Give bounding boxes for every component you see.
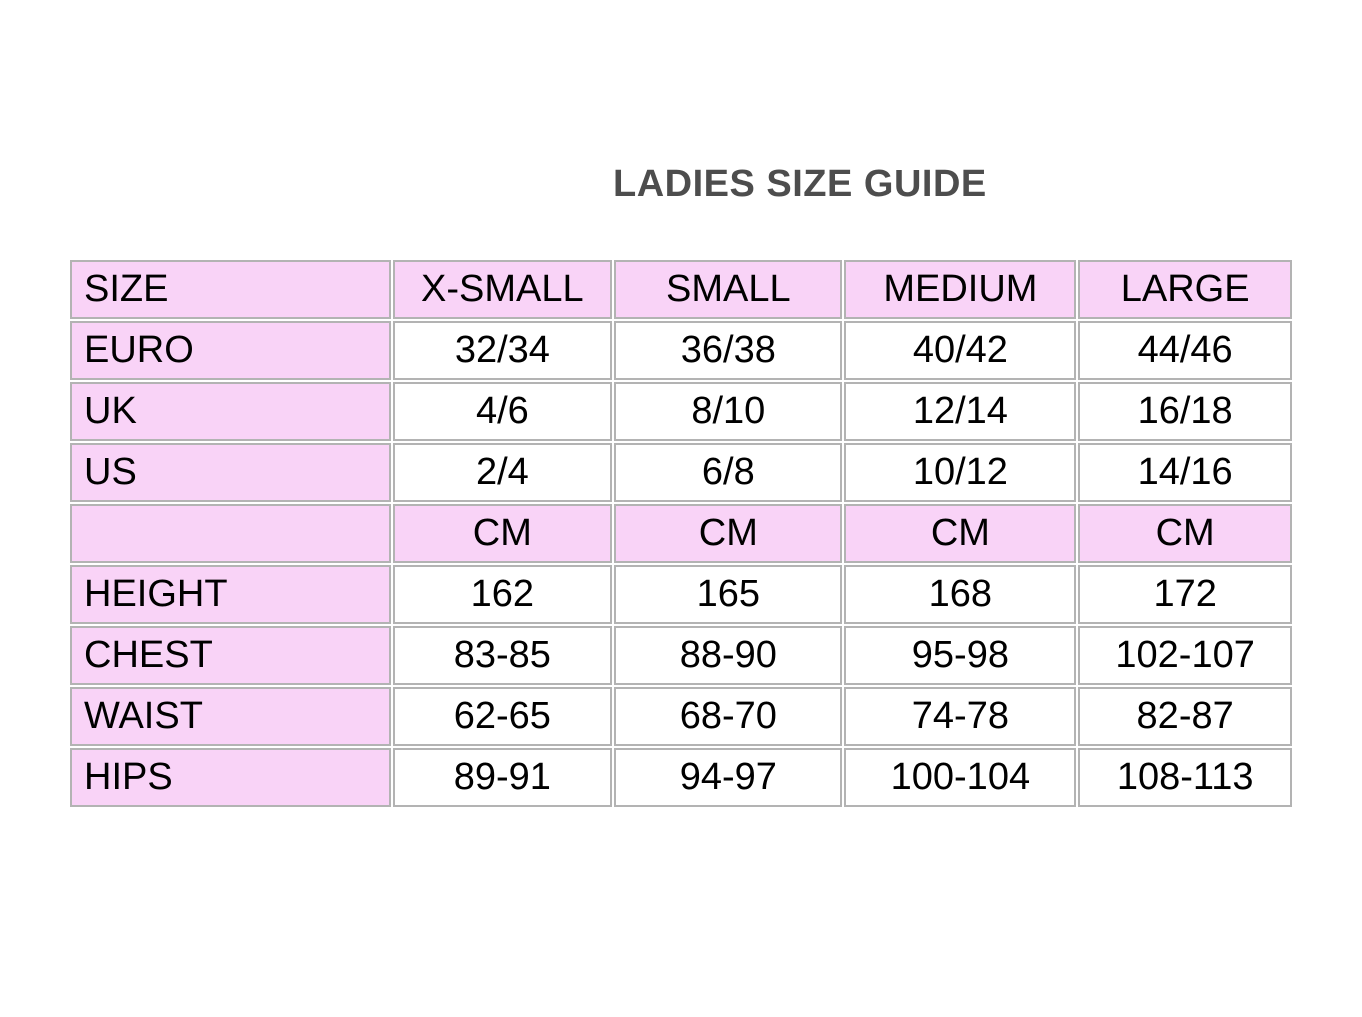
- value-cell: 165: [614, 565, 843, 624]
- table-row-hips: HIPS 89-91 94-97 100-104 108-113: [70, 748, 1292, 807]
- value-cell: 16/18: [1078, 382, 1292, 441]
- value-cell: 88-90: [614, 626, 843, 685]
- row-label-cell: US: [70, 443, 391, 502]
- value-cell: CM: [392, 504, 613, 563]
- value-cell: 89-91: [392, 748, 613, 807]
- value-cell: 14/16: [1078, 443, 1292, 502]
- table-row-uk: UK 4/6 8/10 12/14 16/18: [70, 382, 1292, 441]
- header-cell-xsmall: X-SMALL: [392, 260, 613, 319]
- table-row-height: HEIGHT 162 165 168 172: [70, 565, 1292, 624]
- value-cell: 102-107: [1078, 626, 1292, 685]
- value-cell: 68-70: [614, 687, 843, 746]
- table-row-us: US 2/4 6/8 10/12 14/16: [70, 443, 1292, 502]
- row-label-cell: HIPS: [70, 748, 391, 807]
- value-cell: 168: [844, 565, 1077, 624]
- value-cell: 8/10: [614, 382, 843, 441]
- value-cell: 95-98: [844, 626, 1077, 685]
- header-cell-size: SIZE: [70, 260, 391, 319]
- table-row-chest: CHEST 83-85 88-90 95-98 102-107: [70, 626, 1292, 685]
- value-cell: 40/42: [844, 321, 1077, 380]
- row-label-cell: WAIST: [70, 687, 391, 746]
- value-cell: 74-78: [844, 687, 1077, 746]
- value-cell: 83-85: [392, 626, 613, 685]
- row-label-cell: [70, 504, 391, 563]
- value-cell: 172: [1078, 565, 1292, 624]
- page-title: LADIES SIZE GUIDE: [613, 163, 987, 205]
- value-cell: 10/12: [844, 443, 1077, 502]
- value-cell: 100-104: [844, 748, 1077, 807]
- header-row: SIZE X-SMALL SMALL MEDIUM LARGE: [70, 260, 1292, 319]
- value-cell: 32/34: [392, 321, 613, 380]
- value-cell: 2/4: [392, 443, 613, 502]
- value-cell: 94-97: [614, 748, 843, 807]
- table-row-cm-units: CM CM CM CM: [70, 504, 1292, 563]
- size-guide-table: SIZE X-SMALL SMALL MEDIUM LARGE EURO 32/…: [68, 258, 1294, 809]
- row-label-cell: EURO: [70, 321, 391, 380]
- value-cell: 44/46: [1078, 321, 1292, 380]
- row-label-cell: UK: [70, 382, 391, 441]
- value-cell: CM: [614, 504, 843, 563]
- header-cell-medium: MEDIUM: [844, 260, 1077, 319]
- header-cell-small: SMALL: [614, 260, 843, 319]
- value-cell: CM: [1078, 504, 1292, 563]
- value-cell: 36/38: [614, 321, 843, 380]
- table-row-waist: WAIST 62-65 68-70 74-78 82-87: [70, 687, 1292, 746]
- value-cell: CM: [844, 504, 1077, 563]
- value-cell: 162: [392, 565, 613, 624]
- value-cell: 4/6: [392, 382, 613, 441]
- value-cell: 6/8: [614, 443, 843, 502]
- row-label-cell: CHEST: [70, 626, 391, 685]
- value-cell: 108-113: [1078, 748, 1292, 807]
- value-cell: 12/14: [844, 382, 1077, 441]
- header-cell-large: LARGE: [1078, 260, 1292, 319]
- value-cell: 62-65: [392, 687, 613, 746]
- row-label-cell: HEIGHT: [70, 565, 391, 624]
- table-row-euro: EURO 32/34 36/38 40/42 44/46: [70, 321, 1292, 380]
- value-cell: 82-87: [1078, 687, 1292, 746]
